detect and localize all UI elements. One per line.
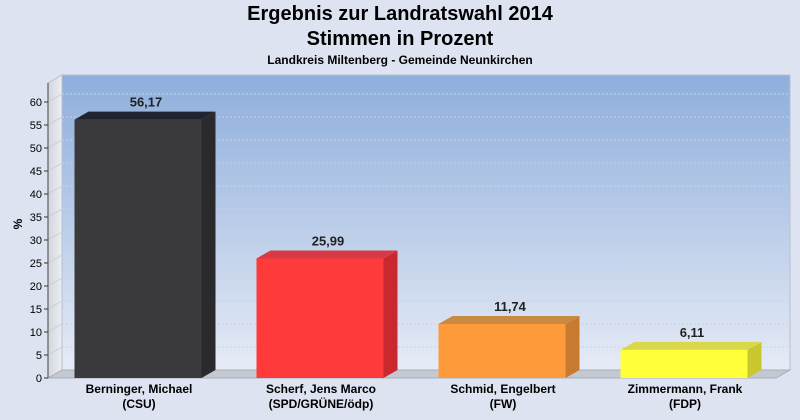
x-tick-label: Zimmermann, Frank (628, 382, 743, 396)
bar-front (620, 349, 748, 378)
gridline-wall (47, 93, 63, 103)
data-label: 25,99 (312, 233, 345, 248)
x-tick-label: (SPD/GRÜNE/ödp) (269, 396, 374, 411)
bar-front (438, 323, 566, 378)
bar (256, 250, 398, 378)
bar-top (74, 111, 216, 120)
y-tick-label: 35 (30, 212, 42, 224)
data-label: 6,11 (680, 325, 705, 340)
x-tick-label: (CSU) (122, 397, 155, 411)
gridline-wall (47, 231, 63, 241)
gridline-wall (47, 277, 63, 287)
y-tick-label: 45 (30, 166, 42, 178)
bar (74, 111, 216, 379)
gridline-wall (47, 139, 63, 149)
chart-subtitle: Stimmen in Prozent (306, 28, 494, 50)
chart-title: Ergebnis zur Landratswahl 2014 (247, 3, 553, 25)
x-tick-label: Berninger, Michael (86, 382, 193, 396)
x-tick-label: Schmid, Engelbert (450, 382, 555, 396)
y-tick-label: 30 (30, 235, 42, 247)
x-tick-label: (FW) (490, 397, 517, 411)
bar-side (383, 250, 398, 378)
y-tick-label: 50 (30, 143, 42, 155)
bar-top (620, 341, 762, 350)
y-tick-label: 60 (30, 97, 42, 109)
y-tick-label: 10 (30, 327, 42, 339)
gridline-wall (47, 116, 63, 126)
bar-front (74, 119, 202, 379)
x-tick-label: (FDP) (669, 397, 701, 411)
bar-side (565, 315, 580, 378)
bar-side (201, 111, 216, 379)
data-label: 56,17 (130, 95, 163, 110)
gridline-wall (47, 208, 63, 218)
y-tick-label: 20 (30, 281, 42, 293)
bar-side (747, 341, 762, 378)
y-tick-label: 5 (36, 350, 42, 362)
gridline-wall (47, 185, 63, 195)
y-axis-label: % (11, 218, 25, 229)
y-tick-label: 15 (30, 304, 42, 316)
bar-top (438, 315, 580, 324)
bar-front (256, 258, 384, 378)
y-tick-label: 55 (30, 120, 42, 132)
bar-top (256, 250, 398, 259)
y-tick-label: 25 (30, 258, 42, 270)
gridline-wall (47, 162, 63, 172)
gridline-wall (47, 323, 63, 333)
bar (438, 315, 580, 378)
chart-caption: Landkreis Miltenberg - Gemeinde Neunkirc… (267, 53, 533, 67)
gridline-wall (47, 346, 63, 356)
gridline-wall (47, 300, 63, 310)
y-tick-label: 40 (30, 189, 42, 201)
bar (620, 341, 762, 378)
data-label: 11,74 (494, 299, 527, 314)
y-tick-label: 0 (36, 373, 42, 385)
gridline-wall (47, 254, 63, 264)
x-tick-label: Scherf, Jens Marco (266, 382, 376, 396)
